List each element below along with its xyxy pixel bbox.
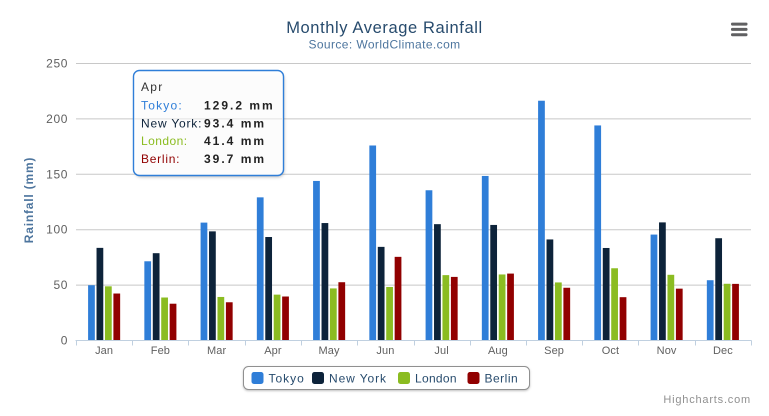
svg-text:Tokyo: Tokyo: [269, 372, 305, 386]
svg-text:93.4 mm: 93.4 mm: [204, 116, 266, 130]
svg-text:150: 150: [46, 167, 68, 181]
svg-text:Jul: Jul: [434, 345, 448, 357]
svg-text:50: 50: [53, 278, 68, 292]
svg-text:Dec: Dec: [713, 345, 733, 357]
svg-text:250: 250: [46, 57, 68, 71]
svg-text:0: 0: [61, 334, 68, 348]
svg-text:100: 100: [46, 223, 68, 237]
svg-text:Jun: Jun: [376, 345, 394, 357]
svg-text:New York:: New York:: [141, 116, 202, 130]
svg-text:200: 200: [46, 112, 68, 126]
svg-text:41.4 mm: 41.4 mm: [204, 134, 266, 148]
svg-text:London:: London:: [141, 134, 188, 148]
svg-text:Jan: Jan: [95, 345, 113, 357]
svg-text:Aug: Aug: [488, 345, 508, 357]
svg-text:Apr: Apr: [264, 345, 282, 357]
svg-text:129.2 mm: 129.2 mm: [204, 99, 275, 113]
svg-text:39.7 mm: 39.7 mm: [204, 152, 266, 166]
svg-text:Sep: Sep: [544, 345, 564, 357]
svg-text:Rainfall (mm): Rainfall (mm): [22, 157, 36, 243]
svg-text:Mar: Mar: [207, 345, 226, 357]
svg-text:London: London: [415, 372, 457, 386]
svg-text:Highcharts.com: Highcharts.com: [663, 394, 751, 406]
svg-text:Source: WorldClimate.com: Source: WorldClimate.com: [308, 38, 460, 52]
svg-text:Berlin: Berlin: [485, 372, 519, 386]
svg-text:Berlin:: Berlin:: [141, 152, 180, 166]
svg-text:Apr: Apr: [141, 80, 164, 94]
svg-text:Oct: Oct: [602, 345, 619, 357]
svg-text:May: May: [319, 345, 340, 357]
svg-text:Monthly Average Rainfall: Monthly Average Rainfall: [286, 19, 483, 37]
svg-text:Tokyo:: Tokyo:: [141, 99, 183, 113]
svg-text:Feb: Feb: [151, 345, 170, 357]
svg-text:New York: New York: [329, 372, 387, 386]
svg-text:Nov: Nov: [657, 345, 677, 357]
